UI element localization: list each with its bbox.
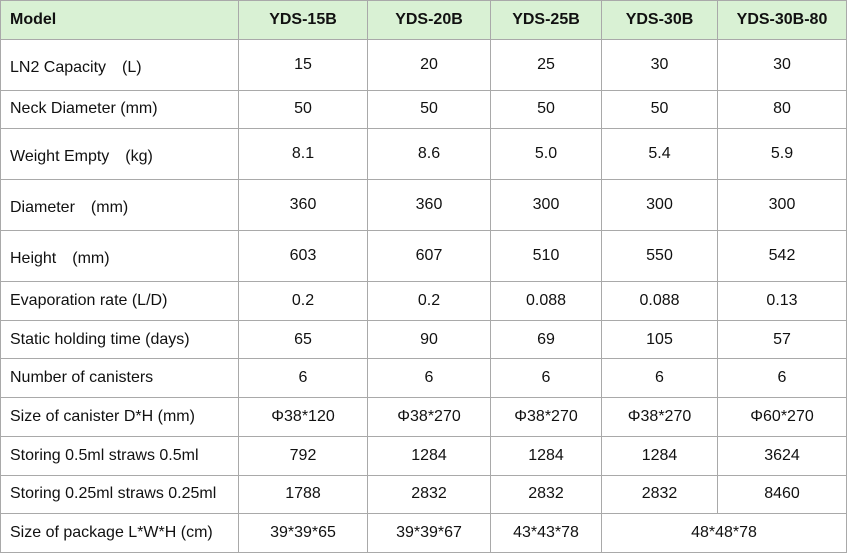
header-cell: YDS-20B (367, 0, 491, 40)
cell: 8.6 (367, 128, 491, 181)
header-cell: YDS-15B (238, 0, 368, 40)
cell: 6 (717, 358, 847, 399)
row-label: Size of canister D*H (mm) (0, 397, 239, 437)
cell: 39*39*65 (238, 513, 368, 553)
row-label: Storing 0.5ml straws 0.5ml (0, 435, 239, 476)
row-label: Size of package L*W*H (cm) (0, 513, 239, 553)
row-label: Neck Diameter (mm) (0, 89, 239, 130)
cell: 1284 (490, 435, 602, 476)
cell: 3624 (717, 435, 847, 476)
cell: Φ60*270 (717, 397, 847, 437)
cell: 6 (601, 358, 718, 399)
cell: 15 (238, 38, 368, 91)
table-row: Static holding time (days) 65 90 69 105 57 (0, 319, 847, 360)
row-label: Evaporation rate (L/D) (0, 281, 239, 321)
cell: 50 (490, 89, 602, 130)
cell: 0.088 (601, 281, 718, 321)
header-cell: YDS-25B (490, 0, 602, 40)
cell: 360 (367, 179, 491, 232)
cell: 69 (490, 319, 602, 360)
cell: 50 (238, 89, 368, 130)
cell: 25 (490, 38, 602, 91)
table-row: Storing 0.5ml straws 0.5ml 792 1284 1284 128… (0, 435, 847, 476)
cell: 607 (367, 230, 491, 283)
table-row: Height (mm) 603 607 510 550 542 (0, 230, 847, 283)
cell: 6 (367, 358, 491, 399)
cell: 603 (238, 230, 368, 283)
cell: 300 (490, 179, 602, 232)
cell: 300 (601, 179, 718, 232)
cell: 50 (601, 89, 718, 130)
cell: Φ38*120 (238, 397, 368, 437)
row-label: Number of canisters (0, 358, 239, 399)
table-row: Neck Diameter (mm) 50 50 50 50 80 (0, 89, 847, 130)
cell: 1284 (367, 435, 491, 476)
cell: 542 (717, 230, 847, 283)
cell: Φ38*270 (490, 397, 602, 437)
cell: Φ38*270 (367, 397, 491, 437)
cell: 550 (601, 230, 718, 283)
cell: 2832 (367, 474, 491, 515)
cell: 792 (238, 435, 368, 476)
row-label: Model (0, 0, 239, 40)
cell: 0.088 (490, 281, 602, 321)
cell: 48*48*78 (601, 513, 847, 553)
table-row: Size of canister D*H (mm) Φ38*120 Φ38*270 Φ… (0, 397, 847, 437)
cell: Φ38*270 (601, 397, 718, 437)
cell: 5.4 (601, 128, 718, 181)
cell: 0.2 (238, 281, 368, 321)
cell: 105 (601, 319, 718, 360)
cell: 50 (367, 89, 491, 130)
cell: 5.9 (717, 128, 847, 181)
cell: 1788 (238, 474, 368, 515)
cell: 6 (490, 358, 602, 399)
table-row: Diameter (mm) 360 360 300 300 300 (0, 179, 847, 232)
cell: 39*39*67 (367, 513, 491, 553)
cell: 2832 (490, 474, 602, 515)
cell: 80 (717, 89, 847, 130)
cell: 510 (490, 230, 602, 283)
cell: 1284 (601, 435, 718, 476)
cell: 90 (367, 319, 491, 360)
row-label: Storing 0.25ml straws 0.25ml (0, 474, 239, 515)
cell: 2832 (601, 474, 718, 515)
table-row: Number of canisters 6 6 6 6 6 (0, 358, 847, 399)
cell: 360 (238, 179, 368, 232)
table-row: Evaporation rate (L/D) 0.2 0.2 0.088 0.088 0.… (0, 281, 847, 321)
cell: 0.13 (717, 281, 847, 321)
row-label: Height (mm) (0, 230, 239, 283)
row-label: Static holding time (days) (0, 319, 239, 360)
cell: 65 (238, 319, 368, 360)
cell: 5.0 (490, 128, 602, 181)
cell: 30 (601, 38, 718, 91)
table-row: Storing 0.25ml straws 0.25ml 1788 2832 2832… (0, 474, 847, 515)
header-cell: YDS-30B-80 (717, 0, 847, 40)
table-row: Size of package L*W*H (cm) 39*39*65 39*39*… (0, 513, 847, 553)
table-row: LN2 Capacity (L) 15 20 25 30 30 (0, 38, 847, 91)
table-row: Weight Empty (kg) 8.1 8.6 5.0 5.4 5.9 (0, 128, 847, 181)
row-label: Diameter (mm) (0, 179, 239, 232)
cell: 30 (717, 38, 847, 91)
cell: 57 (717, 319, 847, 360)
cell: 20 (367, 38, 491, 91)
cell: 6 (238, 358, 368, 399)
header-row: Model YDS-15B YDS-20B YDS-25B YDS-30B YDS-30B… (0, 0, 847, 40)
cell: 8460 (717, 474, 847, 515)
cell: 43*43*78 (490, 513, 602, 553)
row-label: LN2 Capacity (L) (0, 38, 239, 91)
cell: 300 (717, 179, 847, 232)
header-cell: YDS-30B (601, 0, 718, 40)
cell: 8.1 (238, 128, 368, 181)
cell: 0.2 (367, 281, 491, 321)
row-label: Weight Empty (kg) (0, 128, 239, 181)
